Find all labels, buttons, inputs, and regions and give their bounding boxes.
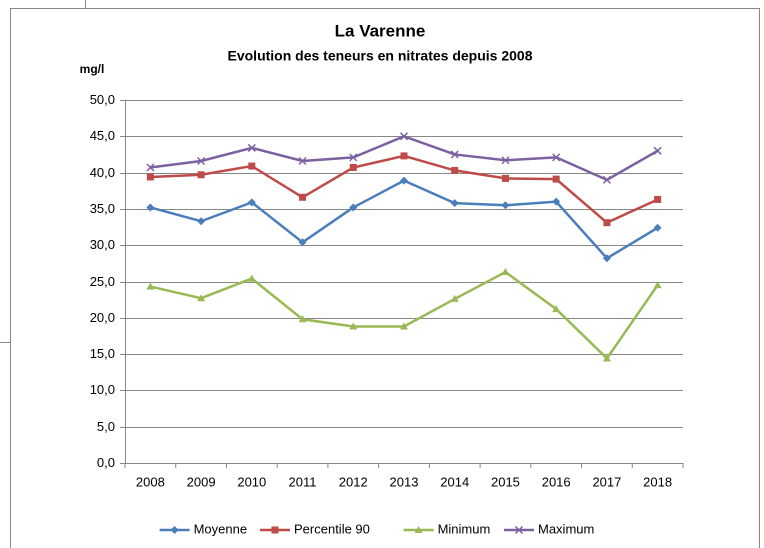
y-tick-label: 25,0 — [90, 274, 115, 289]
data-point — [400, 152, 408, 160]
legend-label: Maximum — [538, 521, 594, 536]
data-point — [299, 193, 307, 201]
data-point — [400, 176, 408, 185]
y-tick-label: 10,0 — [90, 382, 115, 397]
legend-item: Maximum — [504, 521, 594, 536]
x-tick-label: 2010 — [237, 474, 266, 489]
y-tick-label: 45,0 — [90, 128, 115, 143]
legend-marker — [170, 526, 179, 534]
data-point — [146, 282, 155, 290]
x-tick-label: 2008 — [136, 474, 165, 489]
y-tick-label: 5,0 — [97, 419, 115, 434]
legend-item: Percentile 90 — [260, 521, 370, 536]
data-point — [197, 171, 205, 179]
data-point — [450, 199, 459, 208]
legend-item: Moyenne — [159, 521, 247, 536]
data-point — [552, 153, 561, 162]
x-tick-label: 2011 — [289, 474, 317, 489]
data-point — [197, 294, 206, 302]
data-point — [197, 156, 206, 166]
data-point — [197, 217, 206, 226]
y-tick-label: 30,0 — [90, 237, 115, 252]
data-point — [653, 146, 662, 155]
data-point — [602, 254, 611, 263]
data-point — [349, 203, 358, 212]
data-point — [399, 132, 409, 141]
y-axis-label: mg/l — [80, 62, 105, 76]
legend-marker — [514, 525, 524, 535]
data-point — [653, 223, 662, 232]
data-point — [247, 274, 256, 282]
chart-border — [10, 8, 760, 548]
data-point — [552, 305, 561, 313]
data-point — [248, 162, 256, 170]
data-point — [501, 156, 510, 165]
legend-label: Moyenne — [194, 521, 247, 536]
chart-title: La Varenne — [335, 21, 426, 40]
data-point — [603, 219, 611, 227]
y-tick-label: 15,0 — [90, 346, 115, 361]
data-point — [146, 203, 155, 212]
data-point — [450, 150, 459, 159]
x-tick-label: 2018 — [643, 474, 672, 489]
legend-marker — [414, 526, 423, 533]
x-tick-label: 2014 — [440, 474, 469, 489]
data-point — [653, 281, 662, 289]
data-point — [298, 156, 307, 166]
x-tick-label: 2017 — [592, 474, 621, 489]
legend-label: Minimum — [438, 521, 491, 536]
data-point — [501, 174, 509, 182]
data-point — [654, 195, 662, 203]
data-point — [146, 173, 154, 181]
data-point — [349, 322, 358, 330]
x-tick-label: 2009 — [187, 474, 216, 489]
legend-marker — [271, 526, 279, 534]
data-point — [298, 315, 307, 323]
data-point — [146, 163, 155, 172]
chart-subtitle: Evolution des teneurs en nitrates depuis… — [228, 48, 533, 64]
data-point — [247, 198, 256, 207]
data-point — [349, 164, 357, 172]
data-point — [450, 294, 459, 302]
data-point — [602, 354, 611, 362]
y-tick-label: 40,0 — [90, 165, 115, 180]
x-tick-label: 2012 — [339, 474, 368, 489]
data-point — [501, 268, 510, 276]
y-tick-label: 0,0 — [97, 455, 115, 470]
legend-label: Percentile 90 — [294, 521, 370, 536]
y-tick-label: 20,0 — [90, 310, 115, 325]
data-point — [451, 166, 459, 174]
legend-item: Minimum — [403, 521, 491, 536]
data-point — [552, 175, 560, 183]
data-point — [552, 197, 561, 206]
x-tick-label: 2013 — [390, 474, 419, 489]
data-point — [602, 175, 611, 184]
data-point — [400, 322, 408, 330]
y-tick-label: 50,0 — [90, 92, 115, 107]
data-point — [247, 143, 256, 152]
y-tick-label: 35,0 — [90, 201, 115, 216]
data-point — [501, 201, 510, 210]
x-tick-label: 2015 — [491, 474, 520, 489]
data-point — [298, 238, 307, 247]
data-point — [349, 153, 358, 162]
x-tick-label: 2016 — [542, 474, 571, 489]
